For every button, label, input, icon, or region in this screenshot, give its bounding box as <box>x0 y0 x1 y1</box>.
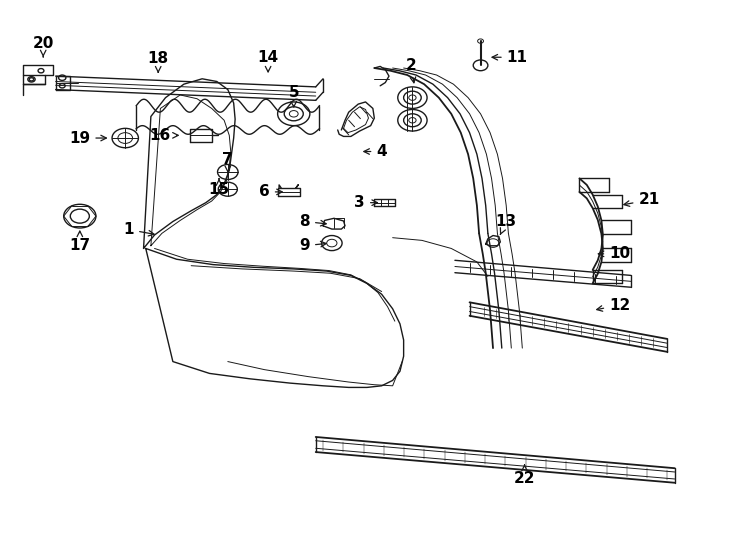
Text: 14: 14 <box>258 50 279 72</box>
Text: 20: 20 <box>32 36 54 57</box>
Text: 2: 2 <box>406 58 416 83</box>
Text: 5: 5 <box>288 85 299 107</box>
Text: 6: 6 <box>259 184 283 199</box>
Text: 21: 21 <box>624 192 660 207</box>
Text: 7: 7 <box>222 152 233 173</box>
Text: 9: 9 <box>299 238 326 253</box>
Text: 4: 4 <box>364 144 387 159</box>
Text: 3: 3 <box>355 195 377 210</box>
Text: 13: 13 <box>495 214 517 234</box>
Text: 16: 16 <box>150 128 178 143</box>
Text: 10: 10 <box>598 246 631 261</box>
Text: 22: 22 <box>514 465 535 487</box>
Text: 19: 19 <box>69 131 106 146</box>
Text: 8: 8 <box>299 214 326 229</box>
Text: 12: 12 <box>597 298 631 313</box>
Text: 18: 18 <box>148 51 169 72</box>
Text: 15: 15 <box>208 179 230 197</box>
Text: 17: 17 <box>69 231 90 253</box>
Text: 1: 1 <box>123 222 154 237</box>
Text: 11: 11 <box>492 50 528 65</box>
